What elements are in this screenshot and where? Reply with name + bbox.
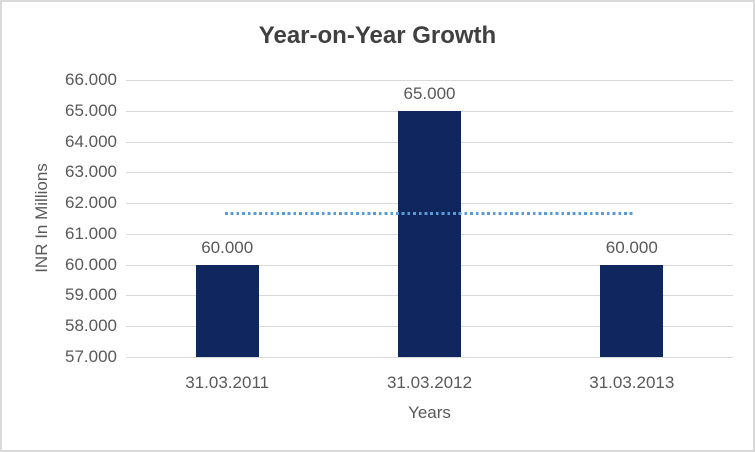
data-label: 65.000 xyxy=(403,83,456,103)
bar-31.03.2011[interactable] xyxy=(195,264,259,357)
y-tick-label: 65.000 xyxy=(65,100,117,120)
y-tick-label: 63.000 xyxy=(65,162,117,182)
y-tick-label: 60.000 xyxy=(65,254,117,274)
chart-title: Year-on-Year Growth xyxy=(258,22,497,49)
data-label: 60.000 xyxy=(201,237,254,257)
x-axis-title: Years xyxy=(408,403,451,422)
y-tick-label: 62.000 xyxy=(65,193,117,213)
y-tick-label: 64.000 xyxy=(65,131,117,151)
trendline[interactable] xyxy=(225,212,634,215)
y-tick-label: 57.000 xyxy=(65,347,117,366)
y-tick-label: 58.000 xyxy=(65,316,117,336)
x-tick-label: 31.03.2012 xyxy=(386,373,473,392)
y-tick-label: 61.000 xyxy=(65,223,117,243)
gridline xyxy=(126,80,733,81)
x-tick-label: 31.03.2013 xyxy=(589,373,675,392)
x-tick-label: 31.03.2011 xyxy=(185,373,270,392)
data-label: 60.000 xyxy=(605,237,658,257)
gridline xyxy=(126,357,733,358)
bar-31.03.2012[interactable] xyxy=(398,110,461,357)
y-tick-label: 59.000 xyxy=(65,285,117,305)
y-tick-label: 66.000 xyxy=(65,70,117,89)
bar-31.03.2013[interactable] xyxy=(600,264,664,357)
